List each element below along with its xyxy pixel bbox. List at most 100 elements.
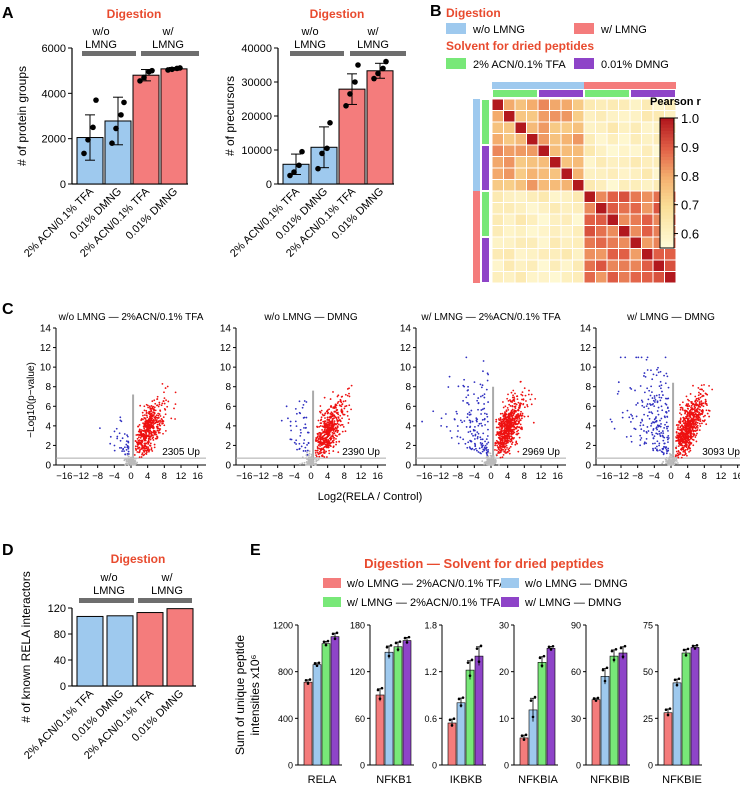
y-tick-label: 10000	[241, 145, 272, 157]
point-up	[320, 409, 323, 412]
point-up	[323, 452, 326, 454]
point-up	[518, 436, 521, 439]
point-down	[306, 453, 309, 456]
point-up	[499, 418, 502, 421]
heatmap-cell	[606, 236, 619, 249]
point-up	[322, 448, 325, 451]
point-down	[481, 442, 484, 445]
y-tick-label: 8	[45, 382, 51, 393]
point-down	[486, 454, 489, 457]
heatmap-cell	[526, 133, 539, 146]
heatmap-cell	[595, 144, 608, 157]
point-up	[512, 437, 515, 440]
point-up	[147, 446, 150, 449]
point-up	[327, 432, 329, 435]
point-down	[480, 413, 482, 415]
heatmap-cell	[641, 190, 654, 203]
data-point	[612, 658, 616, 662]
point-up	[322, 447, 325, 449]
point-down	[456, 412, 458, 415]
point-up	[680, 413, 683, 416]
legend-e-1-swatch	[501, 578, 519, 588]
y-tick-label: 90	[571, 621, 581, 631]
point-down	[483, 449, 486, 452]
point-up	[700, 410, 703, 413]
point-up	[693, 433, 696, 436]
y-tick-label: 40000	[241, 43, 272, 55]
point-up	[675, 431, 678, 433]
point-down	[656, 433, 659, 435]
heatmap-cell	[503, 98, 516, 111]
point-ns	[127, 458, 130, 461]
point-up	[683, 449, 686, 452]
point-up	[683, 454, 686, 457]
y-axis-label: # of precursors	[223, 76, 237, 156]
point-down	[660, 384, 663, 387]
point-down	[636, 402, 639, 404]
point-up	[153, 399, 156, 402]
colorbar-tick-label: 0.7	[681, 198, 699, 213]
data-point	[333, 637, 337, 641]
heatmap-cell	[572, 248, 585, 261]
data-point	[533, 695, 537, 699]
point-down	[634, 428, 637, 431]
point-down	[476, 399, 479, 402]
point-ns	[129, 459, 132, 462]
colorbar-segment	[660, 140, 674, 145]
point-up	[143, 416, 146, 419]
point-down	[487, 448, 490, 451]
heatmap-cell	[514, 110, 527, 123]
point-up	[317, 444, 320, 447]
legend-e-2-swatch	[323, 597, 341, 607]
heatmap-cell	[618, 179, 631, 192]
point-up	[519, 419, 522, 422]
point-down	[661, 390, 663, 393]
data-point	[109, 140, 115, 146]
point-up	[133, 454, 136, 456]
heatmap-cell	[629, 98, 642, 111]
point-down	[479, 436, 482, 439]
heatmap-cell	[583, 236, 596, 249]
point-up	[501, 423, 504, 426]
point-down	[473, 393, 475, 396]
heatmap-cell	[491, 202, 504, 215]
heatmap-cell	[629, 167, 642, 180]
point-up	[702, 405, 705, 408]
point-down	[466, 413, 469, 415]
data-point	[380, 686, 384, 690]
heatmap-cell	[503, 202, 516, 215]
point-up	[679, 451, 682, 454]
point-up	[146, 423, 149, 426]
point-down	[477, 451, 480, 453]
heatmap-cell	[641, 179, 654, 192]
point-down	[663, 415, 666, 418]
point-down	[469, 413, 472, 416]
y-tick-label: 6	[225, 402, 231, 413]
point-down	[298, 442, 301, 445]
colorbar-segment	[660, 163, 674, 168]
point-up	[685, 446, 688, 449]
point-up	[502, 401, 504, 403]
point-up	[528, 389, 530, 392]
data-point	[81, 150, 87, 157]
point-down	[123, 450, 126, 453]
point-up	[161, 382, 164, 385]
heatmap-cell	[606, 133, 619, 146]
row-solvent-2	[482, 192, 489, 236]
y-tick-label: 0	[576, 761, 581, 771]
data-point	[407, 635, 411, 639]
point-up	[704, 398, 707, 401]
heatmap-cell	[560, 202, 573, 215]
point-down	[303, 416, 306, 419]
point-up	[331, 414, 334, 417]
point-up	[514, 443, 517, 446]
point-down	[645, 405, 648, 408]
point-up	[675, 436, 677, 438]
point-up	[145, 412, 148, 415]
y-tick-label: 12	[220, 343, 232, 354]
point-up	[517, 426, 520, 429]
point-up	[338, 440, 341, 443]
point-up	[677, 438, 680, 441]
heatmap-cell	[537, 121, 550, 134]
